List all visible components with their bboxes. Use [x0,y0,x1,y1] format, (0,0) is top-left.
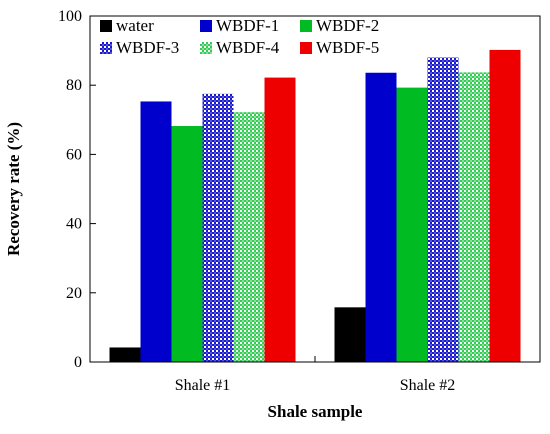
x-tick-label: Shale #2 [400,377,456,394]
legend-label-wbdf-1: WBDF-1 [216,16,279,35]
x-axis-title: Shale sample [268,402,363,421]
legend-swatch-wbdf-5 [300,42,312,54]
bar-wbdf-3-1 [202,93,234,362]
bar-wbdf-5-1 [264,77,296,362]
legend-label-water: water [116,16,154,35]
legend-swatch-wbdf-2 [300,20,312,32]
bar-water-2 [334,307,366,362]
y-tick-label: 60 [66,146,82,163]
x-axis: Shale #1 Shale #2 [175,356,456,394]
bar-wbdf-4-2 [458,72,490,362]
legend-swatch-wbdf-4 [200,42,212,54]
legend-swatch-wbdf-3 [100,42,112,54]
legend-label-wbdf-2: WBDF-2 [316,16,379,35]
y-tick-label: 40 [66,216,82,233]
y-tick-label: 80 [66,77,82,94]
legend-swatch-wbdf-1 [200,20,212,32]
bar-wbdf-5-2 [489,49,521,363]
legend-label-wbdf-3: WBDF-3 [116,38,179,57]
bar-water-1 [109,347,141,362]
bar-wbdf-3-2 [427,57,459,363]
y-axis-title: Recovery rate (%) [4,122,23,256]
bar-wbdf-4-1 [233,112,265,362]
legend: water WBDF-1 WBDF-2 WBDF-3 WBDF-4 WBDF-5 [100,16,379,57]
bar-wbdf-1-2 [365,72,397,362]
y-tick-label: 100 [58,8,82,25]
y-tick-label: 0 [74,354,82,371]
bar-wbdf-2-2 [396,87,428,362]
legend-label-wbdf-4: WBDF-4 [216,38,280,57]
x-tick-label: Shale #1 [175,377,231,394]
legend-label-wbdf-5: WBDF-5 [316,38,379,57]
bars-group [109,49,521,363]
bar-wbdf-1-1 [140,101,172,362]
legend-swatch-water [100,20,112,32]
y-axis: 0 20 40 60 80 100 [58,8,96,371]
bar-wbdf-2-1 [171,126,203,362]
y-tick-label: 20 [66,285,82,302]
